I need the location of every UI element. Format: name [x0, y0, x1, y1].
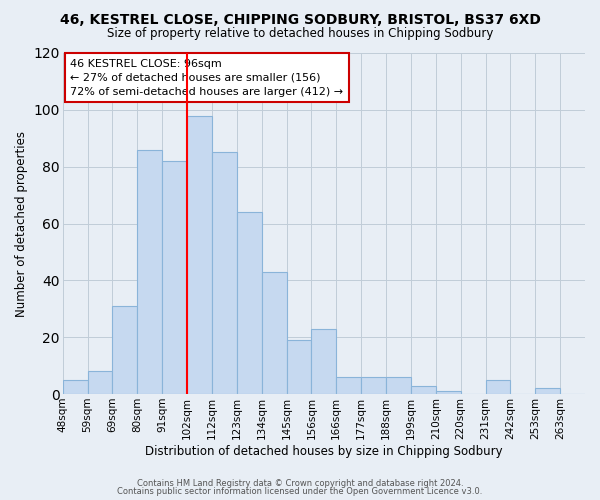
Bar — [63, 380, 88, 394]
Bar — [137, 150, 162, 394]
Bar — [237, 212, 262, 394]
Bar — [187, 116, 212, 394]
Text: 46, KESTREL CLOSE, CHIPPING SODBURY, BRISTOL, BS37 6XD: 46, KESTREL CLOSE, CHIPPING SODBURY, BRI… — [59, 12, 541, 26]
Bar — [162, 161, 187, 394]
Text: 46 KESTREL CLOSE: 96sqm
← 27% of detached houses are smaller (156)
72% of semi-d: 46 KESTREL CLOSE: 96sqm ← 27% of detache… — [70, 58, 343, 96]
Bar — [436, 391, 461, 394]
X-axis label: Distribution of detached houses by size in Chipping Sodbury: Distribution of detached houses by size … — [145, 444, 503, 458]
Bar — [287, 340, 311, 394]
Text: Size of property relative to detached houses in Chipping Sodbury: Size of property relative to detached ho… — [107, 28, 493, 40]
Bar — [262, 272, 287, 394]
Bar — [386, 377, 411, 394]
Bar — [112, 306, 137, 394]
Bar — [411, 386, 436, 394]
Y-axis label: Number of detached properties: Number of detached properties — [15, 130, 28, 316]
Text: Contains HM Land Registry data © Crown copyright and database right 2024.: Contains HM Land Registry data © Crown c… — [137, 478, 463, 488]
Bar — [535, 388, 560, 394]
Bar — [361, 377, 386, 394]
Bar — [485, 380, 511, 394]
Bar — [311, 328, 336, 394]
Text: Contains public sector information licensed under the Open Government Licence v3: Contains public sector information licen… — [118, 487, 482, 496]
Bar — [212, 152, 237, 394]
Bar — [336, 377, 361, 394]
Bar — [88, 372, 112, 394]
